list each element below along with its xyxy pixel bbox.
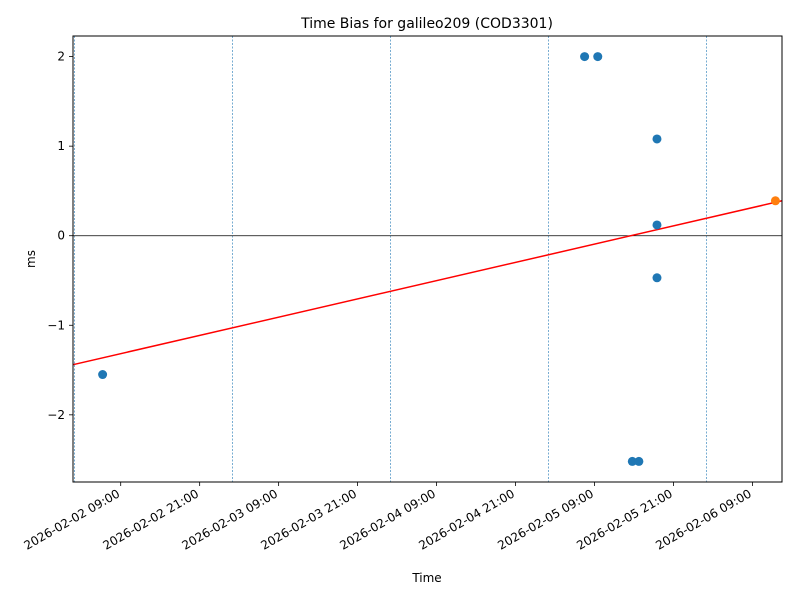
data-point <box>652 134 662 144</box>
data-point <box>652 220 662 230</box>
data-point <box>627 456 637 466</box>
data-point <box>634 456 644 466</box>
data-point <box>98 370 108 380</box>
y-tick-label: 2 <box>57 50 65 64</box>
y-axis: −2 −1 0 1 2 <box>47 50 73 422</box>
y-axis-label: ms <box>24 250 38 268</box>
trend-line <box>72 200 783 366</box>
plot-frame <box>72 35 783 483</box>
plot-area <box>72 36 783 482</box>
x-axis-label: Time <box>411 571 441 585</box>
y-tick-label: −2 <box>47 408 65 422</box>
chart-title: Time Bias for galileo209 (COD3301) <box>300 16 553 32</box>
y-tick-label: 0 <box>57 229 65 243</box>
data-point <box>593 52 603 62</box>
data-point <box>652 273 662 283</box>
highlight-data-point <box>770 196 780 206</box>
y-tick-label: 1 <box>57 139 65 153</box>
data-point <box>580 52 590 62</box>
y-tick-label: −1 <box>47 318 65 332</box>
